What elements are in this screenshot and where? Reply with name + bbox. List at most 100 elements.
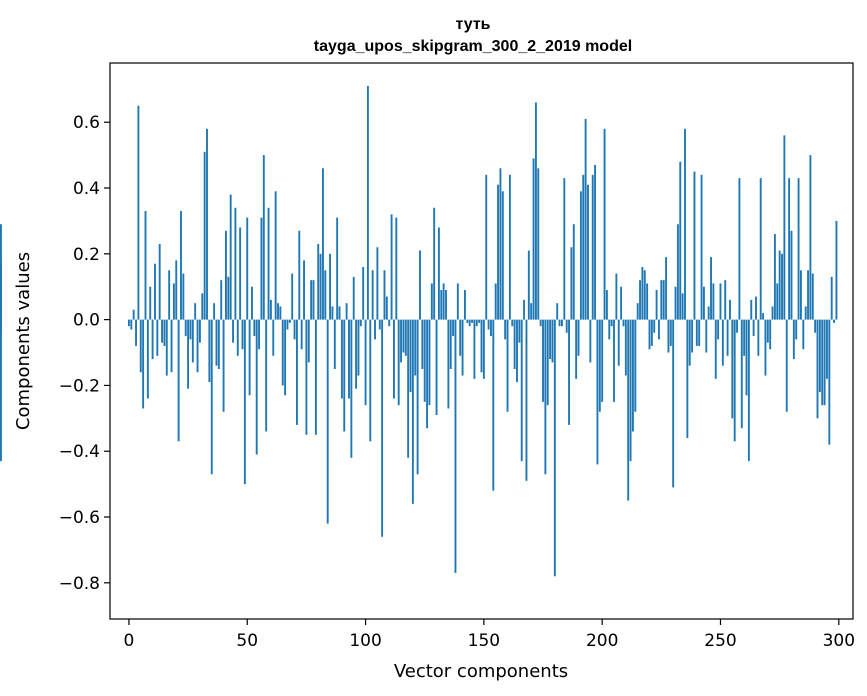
bar-component-169 xyxy=(527,250,530,320)
bar-component-216 xyxy=(639,280,641,320)
bar-component-107 xyxy=(381,319,384,537)
bar-component-191 xyxy=(579,191,582,320)
bar-component-246 xyxy=(710,257,712,320)
bar-component-108 xyxy=(383,270,386,320)
bar-component-287 xyxy=(807,270,809,320)
bar-component-254 xyxy=(729,299,731,320)
bar-component-143 xyxy=(466,319,469,323)
bar-component-118 xyxy=(407,319,410,458)
bar-component-63 xyxy=(277,303,279,320)
bar-component-266 xyxy=(757,319,760,356)
bar-component-173 xyxy=(537,168,540,320)
bar-component-258 xyxy=(738,178,741,320)
bar-component-260 xyxy=(743,319,746,356)
bar-component-291 xyxy=(816,319,819,419)
bar-component-275 xyxy=(778,250,781,320)
bar-component-183 xyxy=(561,319,563,327)
bar-component-49 xyxy=(243,319,246,485)
bar-component-144 xyxy=(468,319,471,327)
bar-component-218 xyxy=(643,270,646,320)
bar-component-95 xyxy=(352,276,355,320)
bar-component-211 xyxy=(627,319,630,501)
bar-component-188 xyxy=(572,224,575,320)
bar-component-214 xyxy=(634,319,637,412)
bar-component-289 xyxy=(811,273,814,320)
bar-component-2 xyxy=(132,309,135,320)
bar-component-113 xyxy=(395,217,398,320)
bar-component-172 xyxy=(534,102,537,320)
bar-component-273 xyxy=(773,234,776,320)
bar-component-43 xyxy=(229,194,232,320)
bar-component-195 xyxy=(589,319,592,363)
bar-component-27 xyxy=(191,319,194,363)
bar-component-166 xyxy=(520,319,523,462)
bar-component-74 xyxy=(303,260,305,320)
bar-component-187 xyxy=(570,247,573,320)
bar-component-200 xyxy=(601,319,604,402)
x-tick-label: 300 xyxy=(823,631,855,651)
bar-component-14 xyxy=(161,319,163,343)
bar-component-91 xyxy=(343,319,346,432)
bar-component-168 xyxy=(525,319,528,481)
bar-component-156 xyxy=(497,184,500,320)
y-tick-label: 0.0 xyxy=(73,311,100,331)
bar-component-36 xyxy=(213,303,216,320)
bar-component-30 xyxy=(198,319,201,343)
y-tick-label: 0.2 xyxy=(73,245,100,265)
bar-component-279 xyxy=(788,178,791,320)
bar-component-259 xyxy=(740,319,743,429)
bar-component-180 xyxy=(553,319,556,577)
bar-component-256 xyxy=(733,319,736,442)
bar-component-267 xyxy=(759,178,762,320)
bar-component-96 xyxy=(355,319,358,389)
bar-component-22 xyxy=(180,211,182,320)
bar-component-158 xyxy=(501,191,504,320)
bar-component-136 xyxy=(449,319,452,369)
bar-component-99 xyxy=(362,266,365,320)
plot-frame xyxy=(109,62,854,620)
bar-component-262 xyxy=(747,319,750,462)
bar-component-294 xyxy=(823,319,826,406)
bar-component-29 xyxy=(196,319,199,373)
bar-component-215 xyxy=(636,303,639,320)
bar-component-297 xyxy=(830,276,833,320)
bar-component-19 xyxy=(172,283,175,320)
bar-component-101 xyxy=(366,86,369,320)
bar-component-274 xyxy=(776,283,779,320)
bar-component-88 xyxy=(336,217,339,320)
bar-component-15 xyxy=(163,319,166,346)
bar-component-70 xyxy=(293,319,296,340)
bar-component-174 xyxy=(539,319,542,327)
bar-component-124 xyxy=(421,319,424,369)
bar-component-203 xyxy=(608,319,611,340)
bar-component-131 xyxy=(437,227,440,320)
bar-component-56 xyxy=(260,217,263,320)
bar-component-252 xyxy=(724,280,727,320)
bar-component-198 xyxy=(596,319,599,465)
bar-component-240 xyxy=(695,319,698,346)
bar-component-9 xyxy=(149,286,152,320)
bar-component-86 xyxy=(331,306,334,320)
bar-component-176 xyxy=(544,319,547,475)
bar-component-150 xyxy=(482,319,485,379)
y-tick-label: 0.4 xyxy=(73,179,100,199)
bar-component-286 xyxy=(804,306,807,320)
bar-component-278 xyxy=(785,319,788,412)
bar-component-28 xyxy=(194,303,197,320)
bar-component-127 xyxy=(428,319,431,406)
bar-component-292 xyxy=(818,319,821,392)
x-tick-label: 50 xyxy=(236,631,258,651)
bar-component-71 xyxy=(295,319,298,425)
bar-component-160 xyxy=(506,319,509,412)
bar-component-76 xyxy=(307,319,310,363)
bar-component-128 xyxy=(430,283,433,320)
bar-component-264 xyxy=(752,319,755,337)
bar-component-7 xyxy=(144,211,147,320)
bar-component-18 xyxy=(170,319,173,373)
bar-component-undefined xyxy=(0,263,2,320)
bar-component-139 xyxy=(456,283,459,320)
bar-component-67 xyxy=(286,319,289,330)
bar-component-235 xyxy=(684,128,686,320)
bar-component-68 xyxy=(288,319,291,323)
bar-component-272 xyxy=(771,306,774,320)
